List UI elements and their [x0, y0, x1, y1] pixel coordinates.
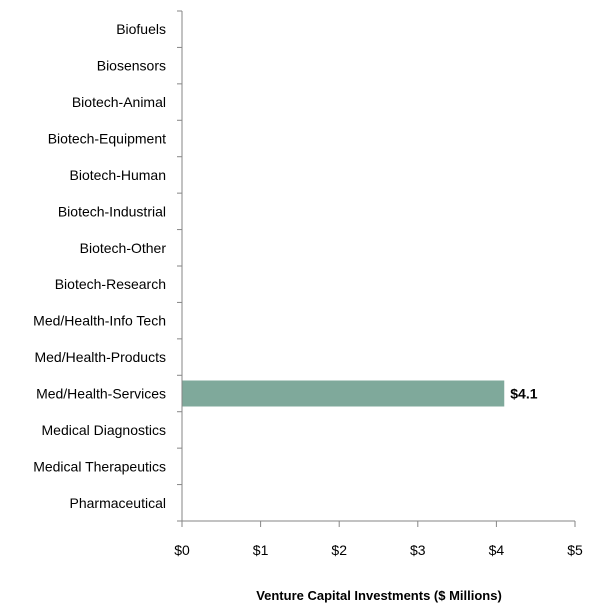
category-label: Pharmaceutical: [70, 495, 167, 511]
category-label: Med/Health-Services: [36, 386, 166, 402]
data-labels: $4.1: [510, 386, 537, 402]
x-tick-labels: $0 $1 $2 $3 $4 $5: [174, 542, 583, 558]
category-label: Med/Health-Products: [34, 349, 166, 365]
category-label: Biotech-Animal: [72, 94, 166, 110]
category-label: Biofuels: [116, 21, 166, 37]
bars: [182, 380, 505, 407]
category-label: Biosensors: [97, 58, 166, 74]
category-label: Medical Therapeutics: [33, 458, 166, 474]
x-axis-title: Venture Capital Investments ($ Millions): [256, 588, 502, 603]
bar: [182, 380, 505, 407]
x-tick-label: $4: [489, 542, 505, 558]
data-label: $4.1: [510, 386, 537, 402]
category-label: Biotech-Other: [80, 240, 167, 256]
category-labels: Biofuels Biosensors Biotech-Animal Biotech-…: [33, 21, 166, 511]
x-axis: [177, 10, 576, 527]
x-tick-label: $5: [567, 542, 583, 558]
category-label: Biotech-Human: [70, 167, 167, 183]
category-label: Med/Health-Info Tech: [33, 313, 166, 329]
x-tick-label: $0: [174, 542, 190, 558]
category-label: Biotech-Research: [55, 276, 166, 292]
x-tick-label: $1: [253, 542, 269, 558]
x-tick-label: $2: [331, 542, 347, 558]
category-label: Biotech-Equipment: [48, 131, 166, 147]
x-tick-label: $3: [410, 542, 426, 558]
category-label: Medical Diagnostics: [42, 422, 167, 438]
category-label: Biotech-Industrial: [58, 203, 166, 219]
